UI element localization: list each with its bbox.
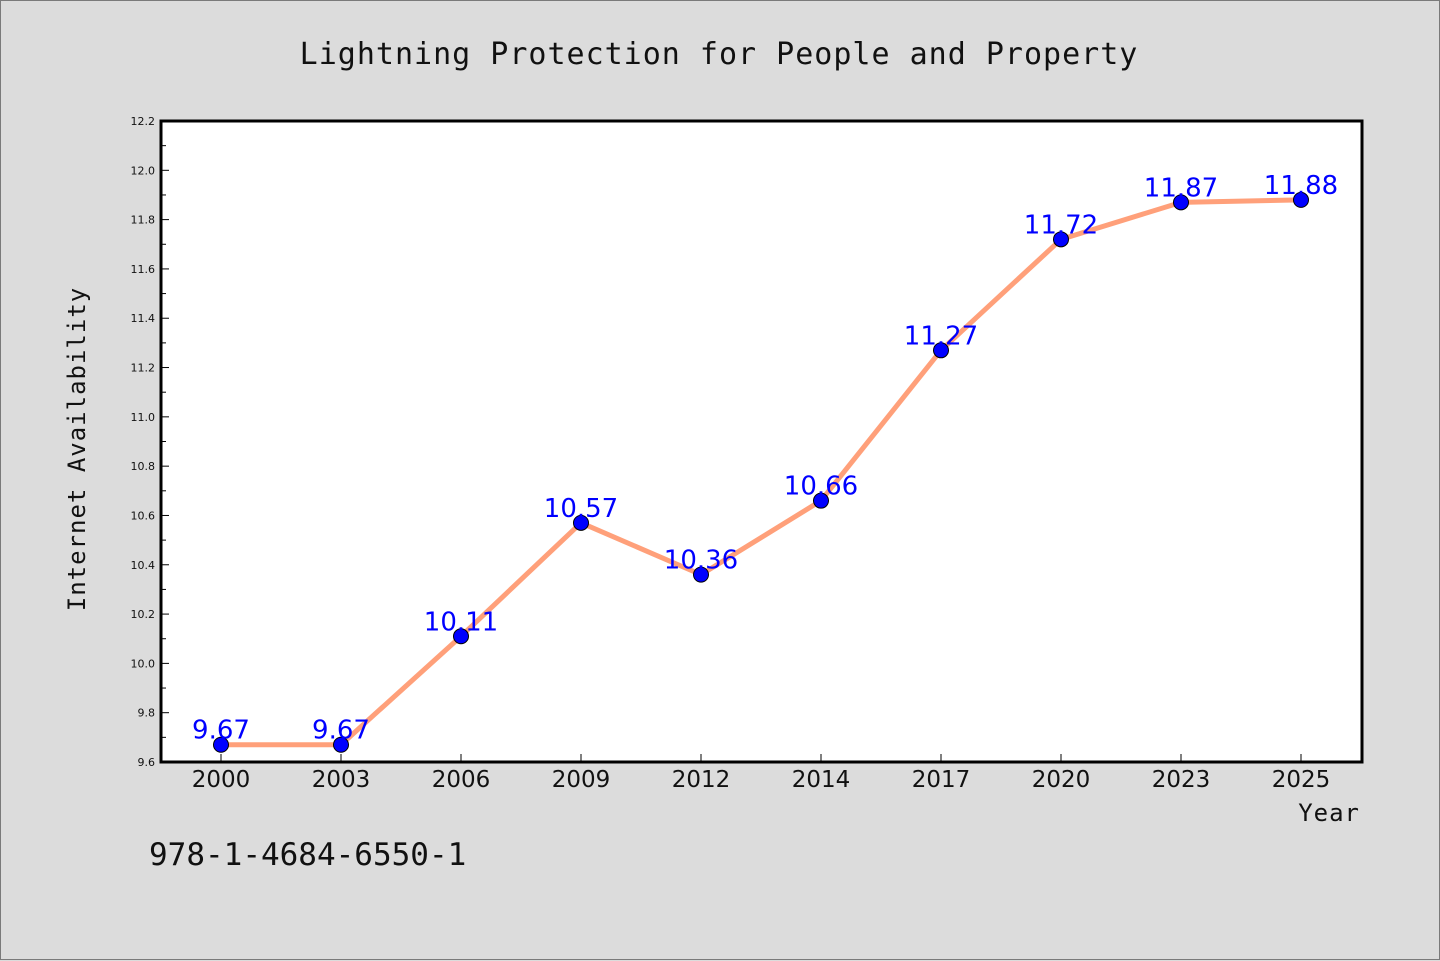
x-tick-label: 2020 — [1032, 767, 1091, 793]
data-point — [573, 514, 589, 531]
y-tick-label: 9.8 — [138, 707, 156, 720]
data-label: 10.57 — [544, 494, 618, 524]
data-label: 9.67 — [312, 716, 370, 746]
data-point — [1053, 231, 1069, 248]
y-tick-label: 11.6 — [131, 263, 156, 276]
y-tick-label: 9.6 — [138, 756, 156, 769]
x-axis: 2000 2003 2006 2009 2012 2014 2017 2020 2023 2025 — [192, 754, 1331, 793]
x-tick-label: 2009 — [552, 767, 611, 793]
x-tick-label: 2006 — [432, 767, 491, 793]
y-tick-label: 12.0 — [131, 164, 156, 177]
data-label: 11.72 — [1024, 210, 1098, 240]
data-point — [813, 492, 829, 509]
data-label: 11.88 — [1264, 171, 1338, 201]
x-tick-label: 2017 — [912, 767, 971, 793]
plot-area — [159, 119, 1364, 764]
x-tick-label: 2025 — [1272, 767, 1331, 793]
y-tick-label: 11.2 — [131, 362, 156, 375]
y-tick-label: 12.2 — [131, 115, 156, 128]
y-tick-label: 10.0 — [131, 657, 156, 670]
data-label: 10.66 — [784, 472, 858, 502]
data-label: 11.27 — [904, 321, 978, 351]
y-axis-label: Internet Availability — [63, 287, 91, 611]
series-line — [218, 197, 1304, 748]
y-tick-label: 10.2 — [131, 608, 156, 621]
y-tick-label: 10.8 — [131, 460, 156, 473]
series-layer: 9.67 9.67 10.11 10.57 10.36 10.66 11.27 11.72 11… — [192, 171, 1338, 753]
isbn-identifier: 978-1-4684-6550-1 — [149, 837, 466, 873]
x-tick-label: 2003 — [312, 767, 371, 793]
data-point — [453, 628, 469, 645]
y-axis: 9.6 9.8 10.0 10.2 10.4 10.6 10.8 11.0 11.2 11.4 11… — [131, 115, 169, 769]
data-point — [333, 736, 349, 753]
x-tick-label: 2023 — [1152, 767, 1211, 793]
x-tick-label: 2000 — [192, 767, 251, 793]
x-tick-label: 2014 — [792, 767, 851, 793]
chart-title: Lightning Protection for People and Prop… — [300, 37, 1139, 72]
y-tick-label: 11.8 — [131, 214, 156, 227]
y-tick-label: 10.4 — [131, 559, 156, 572]
x-tick-label: 2012 — [672, 767, 731, 793]
y-tick-label: 11.0 — [131, 411, 156, 424]
x-axis-label: Year — [1298, 799, 1360, 827]
y-tick-label: 11.4 — [131, 312, 156, 325]
data-point — [1173, 194, 1189, 211]
data-point — [1293, 191, 1309, 208]
data-label: 10.11 — [424, 607, 498, 637]
y-tick-label: 10.6 — [131, 509, 156, 522]
data-point — [213, 736, 229, 753]
data-point — [693, 566, 709, 583]
data-label: 11.87 — [1144, 173, 1218, 203]
data-point — [933, 342, 949, 359]
data-label: 9.67 — [192, 716, 250, 746]
data-label: 10.36 — [664, 546, 738, 576]
